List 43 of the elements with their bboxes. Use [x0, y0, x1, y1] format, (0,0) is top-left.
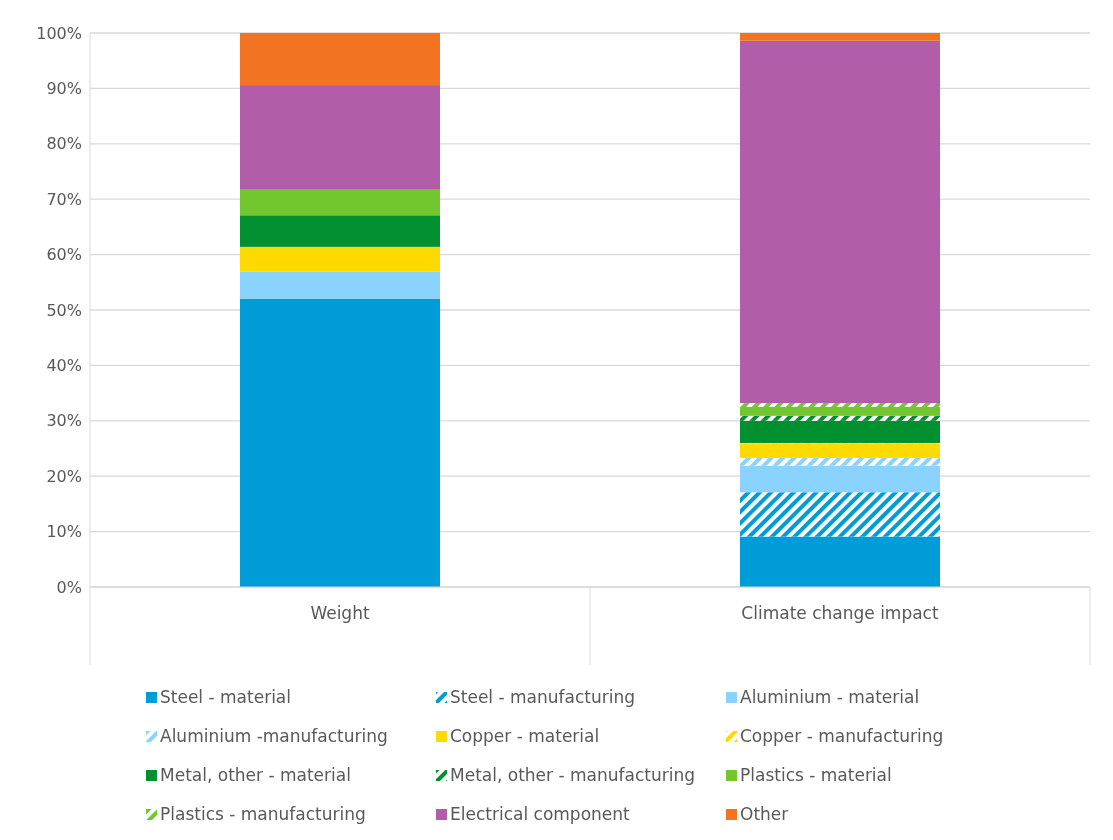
legend-label: Copper - material	[450, 725, 600, 746]
y-tick-label: 70%	[46, 189, 82, 209]
legend-label: Plastics - material	[740, 764, 892, 785]
bar	[740, 465, 940, 493]
legend-label: Metal, other - material	[160, 764, 351, 785]
bar	[240, 85, 440, 190]
x-tick-label: Climate change impact	[741, 602, 939, 623]
legend-label: Steel - manufacturing	[450, 686, 636, 707]
y-tick-label: 60%	[46, 245, 82, 265]
y-tick-label: 50%	[46, 300, 82, 320]
bar	[240, 271, 440, 299]
bar	[740, 443, 940, 458]
bar	[740, 33, 940, 41]
legend-label: Aluminium - material	[740, 686, 920, 707]
legend-label: Plastics - manufacturing	[160, 803, 366, 824]
y-tick-label: 80%	[46, 134, 82, 154]
y-tick-label: 10%	[46, 522, 82, 542]
bar	[740, 492, 940, 537]
legend-label: Copper - manufacturing	[740, 725, 944, 746]
y-tick-label: 0%	[56, 577, 82, 597]
bar	[740, 536, 940, 587]
y-tick-label: 20%	[46, 466, 82, 486]
legend-label: Other	[740, 803, 789, 824]
bar	[240, 33, 440, 86]
x-tick-label: Weight	[310, 602, 370, 623]
bar	[740, 403, 940, 407]
legend-label: Metal, other - manufacturing	[450, 764, 695, 785]
bar	[740, 420, 940, 443]
bar	[240, 189, 440, 216]
bar	[740, 40, 940, 404]
legend-label: Electrical component	[450, 803, 631, 824]
y-tick-label: 90%	[46, 79, 82, 98]
bar	[740, 415, 940, 421]
legend-label: Aluminium -manufacturing	[160, 725, 388, 746]
legend-label: Steel - material	[160, 686, 291, 707]
bar	[240, 215, 440, 247]
y-tick-label: 30%	[46, 411, 82, 431]
y-tick-label: 100%	[36, 23, 82, 43]
bar	[740, 406, 940, 416]
bar	[240, 298, 440, 587]
bar	[240, 246, 440, 272]
y-tick-label: 40%	[46, 356, 82, 375]
bar	[740, 457, 940, 466]
